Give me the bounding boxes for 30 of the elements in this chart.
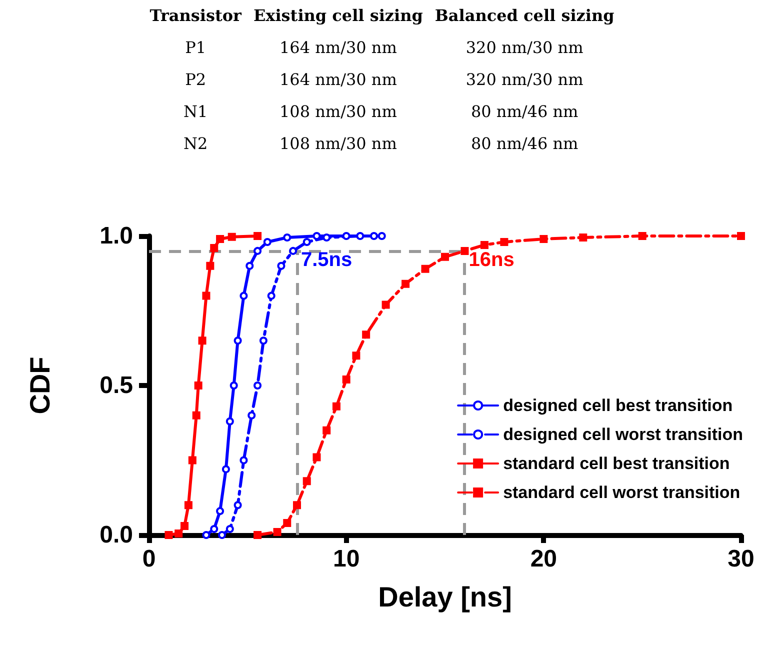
- x-axis-title: Delay [ns]: [378, 582, 512, 612]
- legend-label: standard cell worst transition: [503, 483, 740, 502]
- x-tick-label: 20: [530, 546, 558, 572]
- category-label: N2: [184, 134, 208, 153]
- text: 108 nm/30 nm: [279, 102, 397, 121]
- text: 80 nm/46 nm: [470, 102, 578, 121]
- text: 164 nm/30 nm: [279, 70, 397, 89]
- y-tick-label: 1.0: [100, 222, 133, 250]
- category-label: P2: [185, 70, 206, 89]
- category-label: N1: [184, 102, 208, 121]
- legend-label: designed cell best transition: [503, 396, 733, 415]
- text: 108 nm/30 nm: [279, 134, 397, 153]
- text: 164 nm/30 nm: [279, 38, 397, 57]
- category-label: P1: [185, 38, 206, 57]
- legend-label: designed cell worst transition: [503, 425, 744, 444]
- y-tick-label: 0.5: [100, 372, 133, 399]
- ref-line-label: 16ns: [468, 248, 514, 271]
- text: 320 nm/30 nm: [466, 70, 584, 89]
- x-tick-label: 0: [142, 546, 156, 572]
- legend-label: standard cell best transition: [503, 454, 730, 473]
- x-tick-label: 10: [332, 546, 360, 572]
- ref-line-label: 7.5ns: [301, 248, 352, 271]
- category-label: Existing cell sizing: [252, 5, 424, 27]
- category-label: Transistor: [148, 5, 243, 27]
- category-label: Balanced cell sizing: [434, 5, 616, 27]
- y-axis-title: CDF: [24, 356, 56, 414]
- y-tick-label: 0.0: [100, 522, 133, 548]
- text: 320 nm/30 nm: [466, 38, 584, 57]
- x-tick-label: 30: [728, 546, 754, 572]
- text: 80 nm/46 nm: [470, 134, 578, 153]
